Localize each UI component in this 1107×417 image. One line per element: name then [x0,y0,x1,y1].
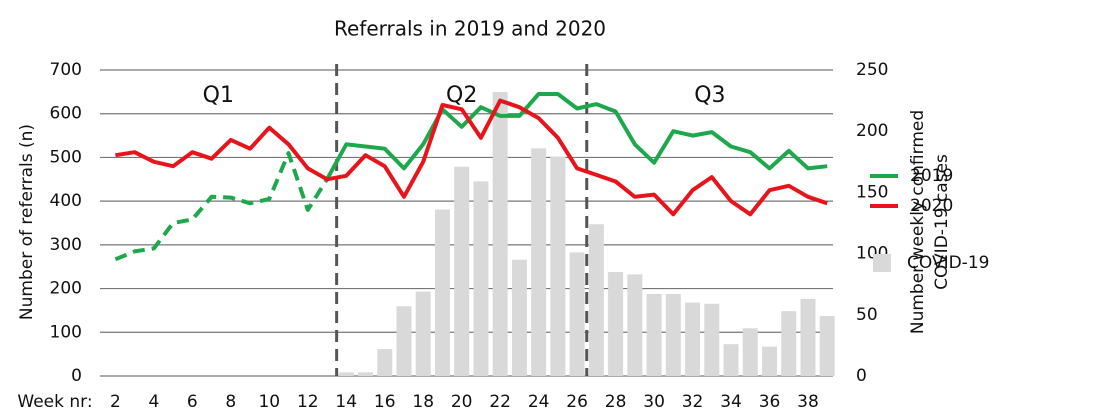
y-tick-label: 700 [50,60,82,80]
bar [762,346,778,376]
x-tick-label: 14 [335,392,357,412]
legend-swatch [873,254,891,272]
x-tick-label: 2 [110,392,121,412]
bar [377,349,393,376]
y-tick-label: 200 [50,279,82,299]
x-tick-label: 6 [187,392,198,412]
y2-axis-label: Number weekly confirmed [908,110,928,334]
bar [550,156,566,376]
bar [685,302,701,376]
x-tick-label: 36 [759,392,781,412]
x-tick-label: 38 [797,392,819,412]
x-axis-label: Week nr: [17,392,92,412]
bar [434,209,450,376]
legend-label: 2019 [910,166,953,186]
bar [415,291,431,376]
x-tick-label: 12 [297,392,319,412]
bar [723,344,739,376]
bar [608,271,624,376]
line [325,92,828,181]
bar [646,293,662,376]
x-tick-label: 8 [225,392,236,412]
annotation: Q2 [446,83,477,108]
y2-tick-label: 250 [856,60,888,80]
annotation: Q3 [694,83,725,108]
bar [338,372,354,376]
x-tick-label: 20 [451,392,473,412]
bar [627,274,643,376]
x-tick-label: 24 [528,392,550,412]
y2-axis-label: COVID-19 cases [932,154,952,290]
x-tick-label: 28 [605,392,627,412]
line [114,151,329,262]
y2-tick-label: 0 [856,366,867,386]
y-tick-label: 300 [50,235,82,255]
x-tick-label: 34 [720,392,742,412]
y-tick-label: 0 [71,366,82,386]
x-tick-label: 18 [412,392,434,412]
x-tick-label: 30 [643,392,665,412]
y2-tick-label: 200 [856,121,888,141]
bar [588,224,604,376]
bar [396,306,412,376]
bar [492,92,508,377]
legend-label: COVID-19 [907,253,989,273]
bar [742,328,758,376]
y-tick-label: 400 [50,191,82,211]
x-tick-label: 4 [148,392,159,412]
bar [781,311,797,376]
bar [454,166,470,376]
y-axis-label: Number of referrals (n) [17,124,37,320]
bar [473,181,489,376]
y2-tick-label: 150 [856,182,888,202]
x-tick-label: 10 [258,392,280,412]
bar [569,252,585,376]
bar [511,259,527,376]
line [115,98,828,217]
y-tick-label: 600 [50,104,82,124]
chart-title: Referrals in 2019 and 2020 [334,17,606,41]
bar [819,316,835,376]
bar [665,293,681,376]
annotation: Q1 [203,83,234,108]
bar [800,298,816,376]
x-tick-label: 26 [566,392,588,412]
y-tick-label: 100 [50,322,82,342]
y2-tick-label: 50 [856,305,878,325]
bar [357,372,373,376]
x-tick-label: 32 [682,392,704,412]
bar [531,148,547,376]
bar [704,303,720,376]
x-tick-label: 16 [374,392,396,412]
y-tick-label: 500 [50,147,82,167]
x-tick-label: 22 [489,392,511,412]
legend-label: 2020 [910,196,953,216]
